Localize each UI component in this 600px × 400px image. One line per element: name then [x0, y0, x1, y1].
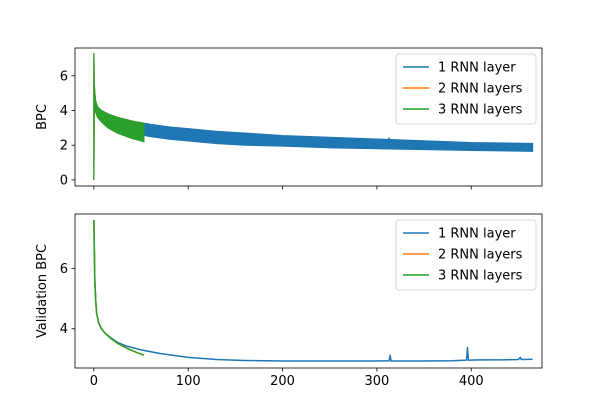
y-tick-label: 2 — [60, 139, 68, 154]
x-tick-label: 200 — [270, 374, 295, 389]
y-axis-label: BPC — [35, 104, 50, 130]
y-axis-label: Validation BPC — [35, 244, 50, 338]
x-tick-label: 0 — [90, 374, 98, 389]
plot-area-1 — [93, 53, 534, 180]
axes-frame-1 — [74, 47, 543, 187]
series-band-3-rnn-layers — [93, 53, 145, 180]
x-tick-label: 400 — [459, 374, 484, 389]
legend-box — [395, 53, 537, 125]
x-tick-label: 300 — [364, 374, 389, 389]
legend-box — [395, 219, 537, 291]
y-tick-label: 6 — [60, 262, 68, 277]
legend-label: 2 RNN layers — [438, 82, 523, 97]
legend-2: 1 RNN layer 2 RNN layers 3 RNN layers — [395, 219, 537, 291]
legend-label: 1 RNN layer — [438, 227, 516, 242]
series-line-2-rnn-layers — [93, 220, 145, 356]
series-line-3-rnn-layers — [93, 220, 145, 357]
panel-2: 0 100 200 300 400 4 6 Validation BPC 1 RNN layer… — [35, 213, 543, 389]
y-tick-label: 0 — [60, 173, 68, 188]
y-tick-label: 4 — [60, 322, 68, 337]
legend-label: 2 RNN layers — [438, 248, 523, 263]
axes-frame-2 — [74, 213, 543, 369]
legend-label: 1 RNN layer — [438, 61, 516, 76]
legend-label: 3 RNN layers — [438, 103, 523, 118]
y-tick-label: 6 — [60, 69, 68, 84]
panel-1: 0 2 4 6 BPC 1 RNN layer 2 RNN layers 3 RNN laye… — [35, 47, 543, 190]
x-tick-label: 100 — [176, 374, 201, 389]
y-tick-label: 4 — [60, 104, 68, 119]
legend-label: 3 RNN layers — [438, 269, 523, 284]
plot-area-2 — [93, 220, 533, 362]
legend-1: 1 RNN layer 2 RNN layers 3 RNN layers — [395, 53, 537, 125]
